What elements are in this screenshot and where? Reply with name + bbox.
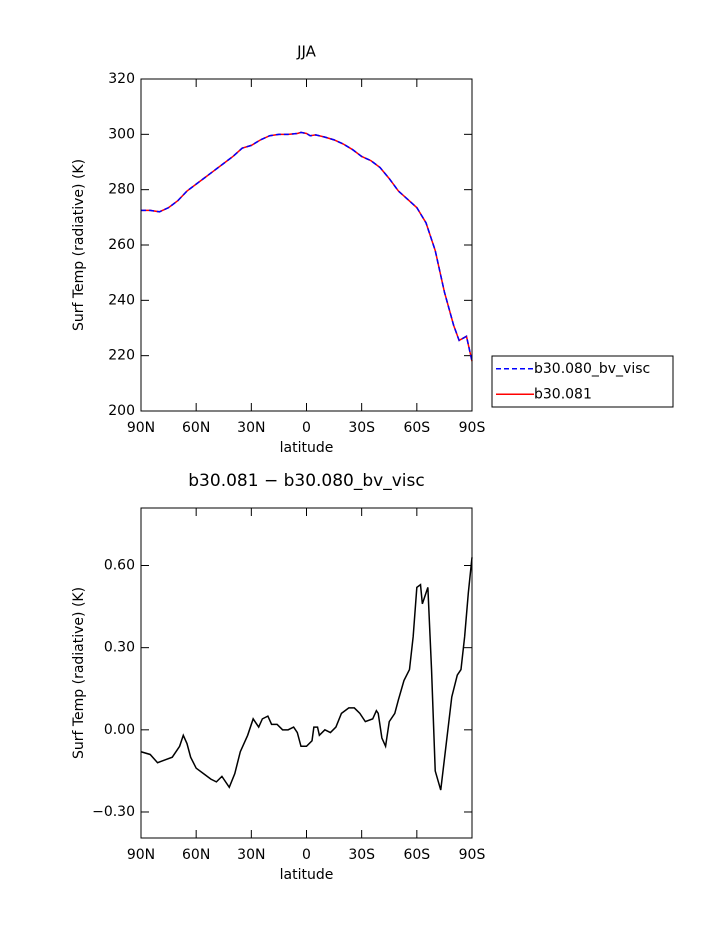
y-axis-label: Surf Temp (radiative) (K) (71, 587, 87, 759)
chart-title: JJA (296, 43, 317, 61)
y-tick-label: 0.00 (104, 722, 135, 738)
x-tick-label: 60S (403, 847, 430, 863)
y-tick-label: 280 (108, 182, 135, 198)
x-tick-label: 60N (182, 847, 210, 863)
x-tick-label: 0 (302, 847, 311, 863)
y-axis-label: Surf Temp (radiative) (K) (71, 159, 87, 331)
x-tick-label: 30N (237, 420, 265, 436)
x-tick-label: 90S (459, 420, 486, 436)
y-tick-label: 260 (108, 237, 135, 253)
legend-box (491, 355, 674, 408)
legend-label: b30.081 (534, 386, 592, 402)
chart-title: b30.081 − b30.080_bv_visc (188, 471, 424, 491)
data-line (140, 557, 473, 791)
x-tick-label: 60S (403, 420, 430, 436)
x-tick-label: 0 (302, 420, 311, 436)
plot-frame (140, 78, 473, 412)
y-tick-label: 0.60 (104, 558, 135, 574)
x-tick-label: 30N (237, 847, 265, 863)
y-tick-label: 220 (108, 348, 135, 364)
legend-label: b30.080_bv_visc (534, 361, 650, 377)
y-tick-label: 240 (108, 292, 135, 308)
y-tick-label: −0.30 (92, 804, 135, 820)
y-tick-label: 320 (108, 71, 135, 87)
x-axis-label: latitude (280, 440, 334, 456)
x-tick-label: 30S (348, 847, 375, 863)
y-tick-label: 200 (108, 403, 135, 419)
x-tick-label: 30S (348, 420, 375, 436)
x-tick-label: 90N (127, 847, 155, 863)
data-line (141, 131, 473, 362)
data-line (141, 131, 473, 362)
y-tick-label: 300 (108, 126, 135, 142)
x-tick-label: 90S (459, 847, 486, 863)
y-tick-label: 0.30 (104, 640, 135, 656)
plot-frame (140, 507, 473, 839)
x-tick-label: 90N (127, 420, 155, 436)
x-tick-label: 60N (182, 420, 210, 436)
x-axis-label: latitude (280, 867, 334, 883)
